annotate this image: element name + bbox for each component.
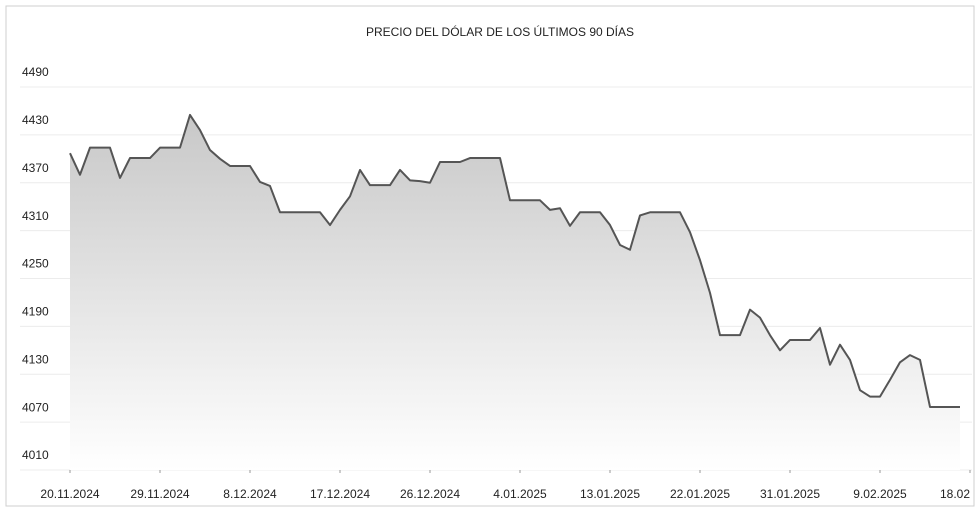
x-tick-label: 31.01.2025 xyxy=(760,487,820,501)
y-tick-label: 4310 xyxy=(22,209,49,223)
chart-frame xyxy=(5,5,975,507)
y-tick-label: 4250 xyxy=(22,257,49,271)
x-tick-label: 17.12.2024 xyxy=(310,487,370,501)
x-tick-label: 20.11.2024 xyxy=(40,487,99,501)
y-tick-label: 4370 xyxy=(22,161,49,175)
y-tick-label: 4070 xyxy=(22,400,49,414)
chart-title: PRECIO DEL DÓLAR DE LOS ÚLTIMOS 90 DÍAS xyxy=(366,24,634,39)
y-tick-label: 4190 xyxy=(22,305,49,319)
x-tick-label: 8.12.2024 xyxy=(223,487,277,501)
y-tick-label: 4010 xyxy=(22,448,49,462)
y-tick-label: 4490 xyxy=(22,65,49,79)
x-tick-label: 22.01.2025 xyxy=(670,487,730,501)
x-tick-label: 9.02.2025 xyxy=(853,487,907,501)
price-line xyxy=(69,113,960,408)
y-tick-label: 4130 xyxy=(22,352,49,366)
y-tick-label: 4430 xyxy=(22,113,49,127)
x-tick-label: 18.02 xyxy=(940,487,970,501)
x-tick-label: 4.01.2025 xyxy=(493,487,547,501)
x-tick-label: 29.11.2024 xyxy=(130,487,189,501)
x-tick-label: 26.12.2024 xyxy=(400,487,460,501)
area-fill xyxy=(70,114,960,470)
x-tick-label: 13.01.2025 xyxy=(580,487,640,501)
